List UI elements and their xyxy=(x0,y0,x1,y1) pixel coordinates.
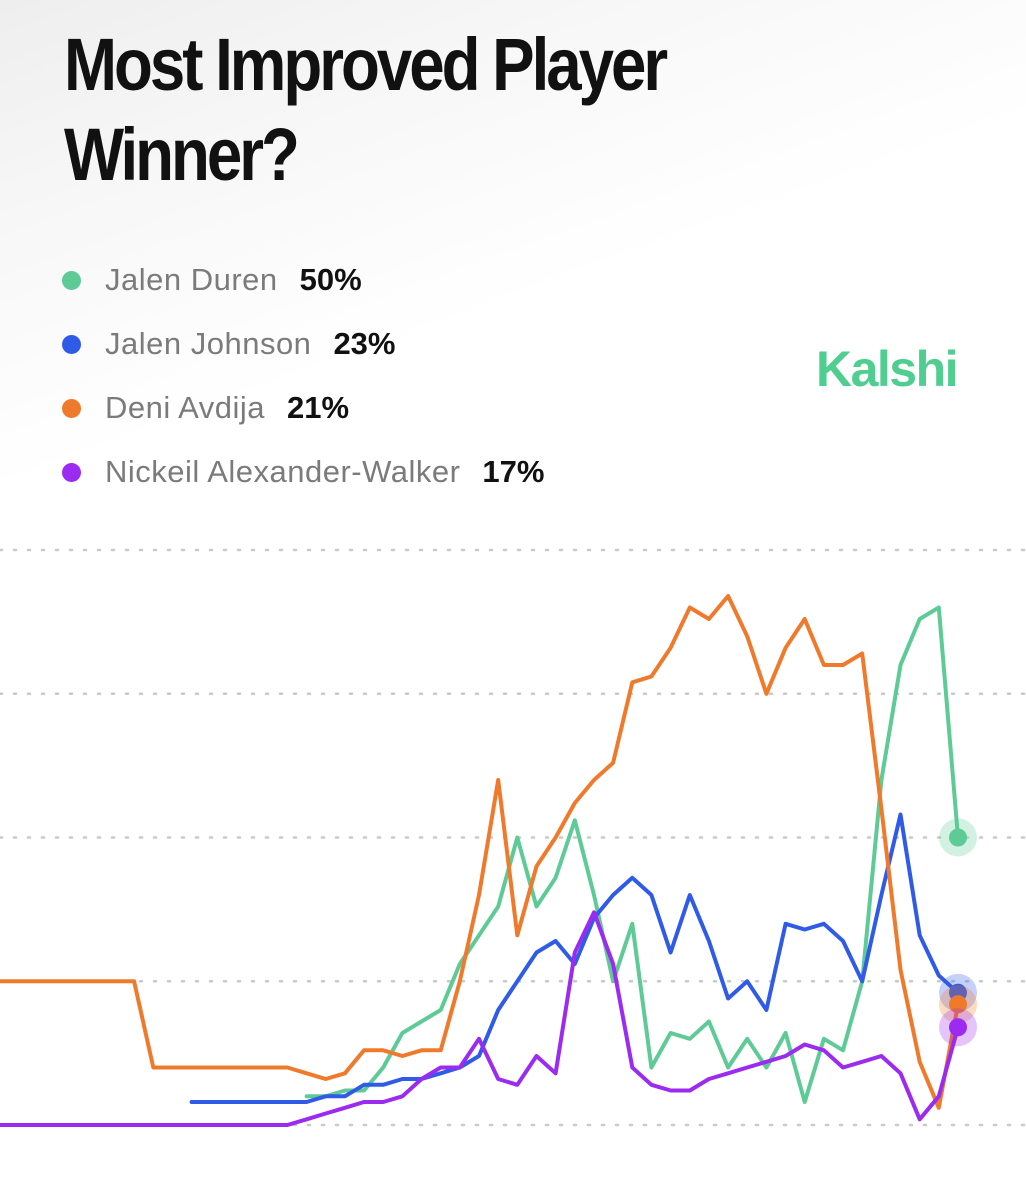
series-endpoint-marker[interactable] xyxy=(949,1018,967,1037)
legend-item-jalen-johnson[interactable]: Jalen Johnson 23% xyxy=(62,312,544,376)
legend-name: Nickeil Alexander-Walker xyxy=(105,454,461,489)
legend-name: Jalen Duren xyxy=(105,262,278,297)
chart-gridlines xyxy=(0,548,1026,1127)
series-line-nickeil-alexander-walker[interactable] xyxy=(0,910,960,1127)
legend-value: 23% xyxy=(333,326,396,361)
legend-item-nickeil-alexander-walker[interactable]: Nickeil Alexander-Walker 17% xyxy=(62,440,544,504)
line-chart xyxy=(0,548,1026,1127)
legend-value: 50% xyxy=(299,262,362,297)
legend-value: 21% xyxy=(287,390,350,425)
legend-name: Deni Avdija xyxy=(105,390,266,425)
kalshi-logo: Kalshi xyxy=(816,341,959,397)
legend-dot-icon xyxy=(62,334,81,354)
legend-item-deni-avdija[interactable]: Deni Avdija 21% xyxy=(62,376,544,440)
header-background xyxy=(0,0,1026,520)
series-line-deni-avdija[interactable] xyxy=(0,594,960,1110)
legend-name: Jalen Johnson xyxy=(105,326,312,361)
series-line-jalen-duren[interactable] xyxy=(304,605,960,1104)
page-title: Most Improved Player Winner? xyxy=(64,23,668,196)
chart-endpoints xyxy=(939,818,977,1047)
legend-value: 17% xyxy=(482,454,545,489)
chart-series xyxy=(0,594,960,1127)
series-endpoint-marker[interactable] xyxy=(949,828,967,847)
legend-dot-icon xyxy=(62,462,81,482)
legend-item-jalen-duren[interactable]: Jalen Duren 50% xyxy=(62,248,544,312)
series-endpoint-marker[interactable] xyxy=(949,995,967,1014)
legend-dot-icon xyxy=(62,270,81,290)
legend-dot-icon xyxy=(62,398,81,418)
chart-legend: Jalen Duren 50% Jalen Johnson 23% Deni A… xyxy=(62,248,544,504)
